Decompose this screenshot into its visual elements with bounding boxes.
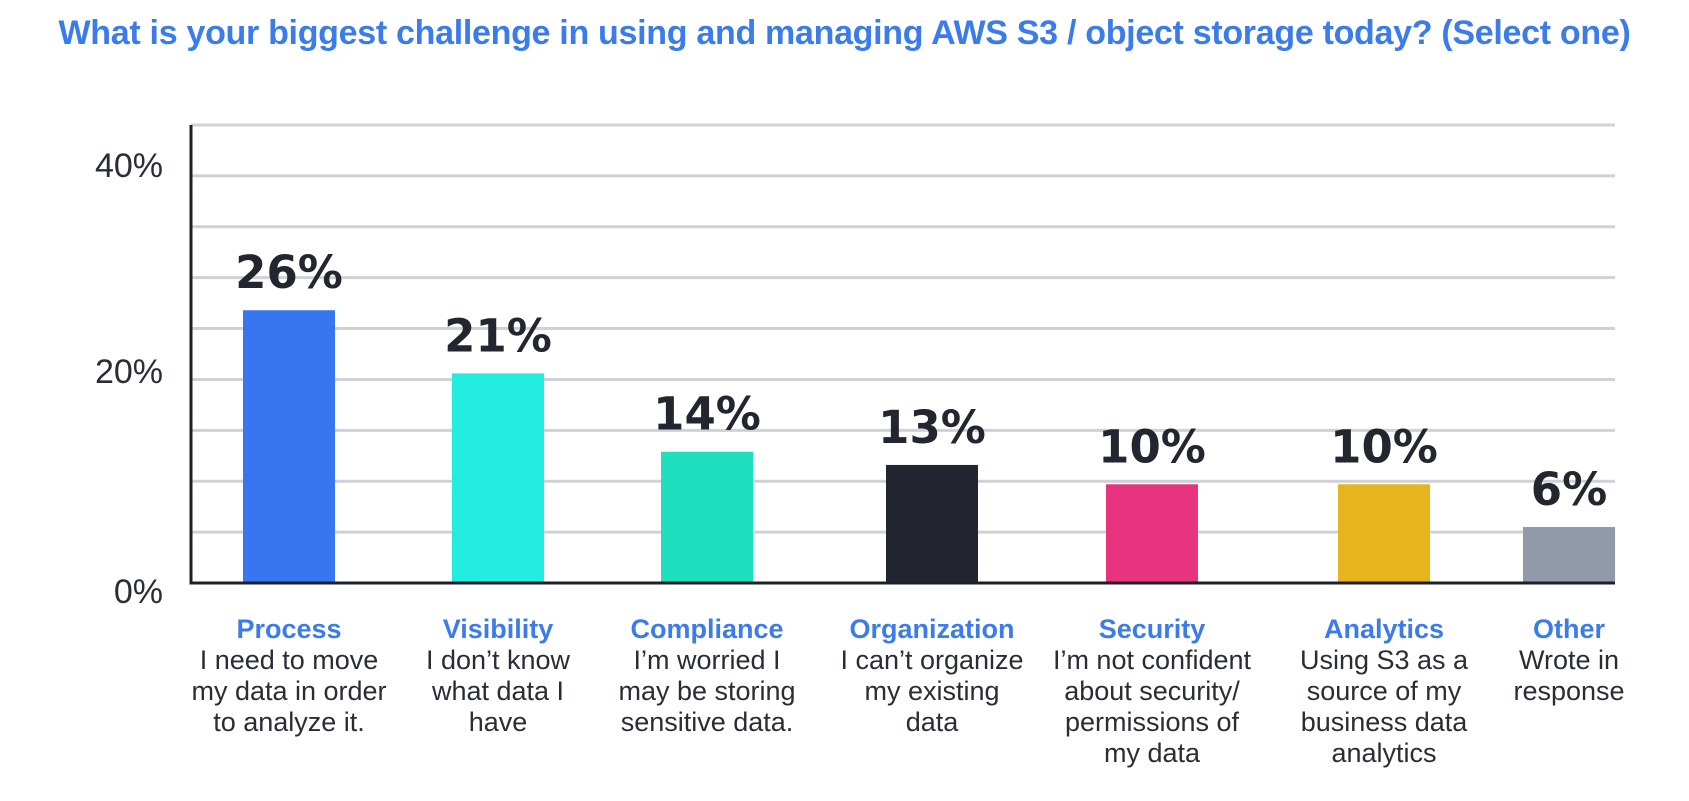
category-description-line: sensitive data. xyxy=(621,707,794,737)
category-description-line: analytics xyxy=(1331,738,1436,768)
bars xyxy=(243,310,1615,583)
axes xyxy=(189,125,1615,585)
y-tick-labels: 0% 20% 40% xyxy=(95,147,163,611)
category-name-process: Process xyxy=(236,614,341,644)
category-description-line: my data xyxy=(1104,738,1201,768)
bar-organization xyxy=(886,464,978,583)
value-label-compliance: 14% xyxy=(653,388,761,441)
value-labels: 26% 21% 14% 13% 10% 10% 6% xyxy=(235,246,1607,516)
category-description-line: about security/ xyxy=(1064,676,1240,706)
bar-process xyxy=(243,310,335,583)
category-name-compliance: Compliance xyxy=(630,614,783,644)
value-label-organization: 13% xyxy=(878,401,986,454)
category-description-line: permissions of xyxy=(1065,707,1240,737)
bar-analytics xyxy=(1338,484,1430,583)
category-name-analytics: Analytics xyxy=(1324,614,1444,644)
category-description-line: I can’t organize xyxy=(840,645,1023,675)
bar-visibility xyxy=(452,373,544,583)
category-description-line: I don’t know xyxy=(426,645,571,675)
category-description-line: data xyxy=(906,707,960,737)
value-label-process: 26% xyxy=(235,246,343,299)
category-description-line: my existing xyxy=(864,676,999,706)
category-name-security: Security xyxy=(1099,614,1206,644)
value-label-security: 10% xyxy=(1098,420,1206,473)
bar-compliance xyxy=(661,451,753,583)
category-description-line: response xyxy=(1513,676,1624,706)
category-description-line: business data xyxy=(1301,707,1469,737)
y-tick-label: 0% xyxy=(114,573,163,611)
value-label-visibility: 21% xyxy=(444,309,552,362)
category-name-other: Other xyxy=(1533,614,1606,644)
category-description-line: I’m worried I xyxy=(633,645,780,675)
bar-other xyxy=(1523,527,1615,583)
category-name-visibility: Visibility xyxy=(443,614,554,644)
category-description-line: Wrote in xyxy=(1519,645,1619,675)
category-description-line: what data I xyxy=(431,676,564,706)
category-description-line: I need to move xyxy=(200,645,379,675)
category-description-line: I’m not confident xyxy=(1053,645,1252,675)
y-tick-label: 40% xyxy=(95,147,163,185)
category-description-line: may be storing xyxy=(618,676,795,706)
y-tick-label: 20% xyxy=(95,353,163,391)
chart-title: What is your biggest challenge in using … xyxy=(58,14,1631,52)
category-description-line: my data in order xyxy=(191,676,386,706)
value-label-analytics: 10% xyxy=(1330,420,1438,473)
bar-security xyxy=(1106,484,1198,583)
value-label-other: 6% xyxy=(1531,463,1607,516)
category-description-line: to analyze it. xyxy=(213,707,365,737)
category-description-line: source of my xyxy=(1307,676,1462,706)
category-description-line: have xyxy=(469,707,528,737)
category-description-line: Using S3 as a xyxy=(1300,645,1469,675)
category-name-organization: Organization xyxy=(849,614,1014,644)
